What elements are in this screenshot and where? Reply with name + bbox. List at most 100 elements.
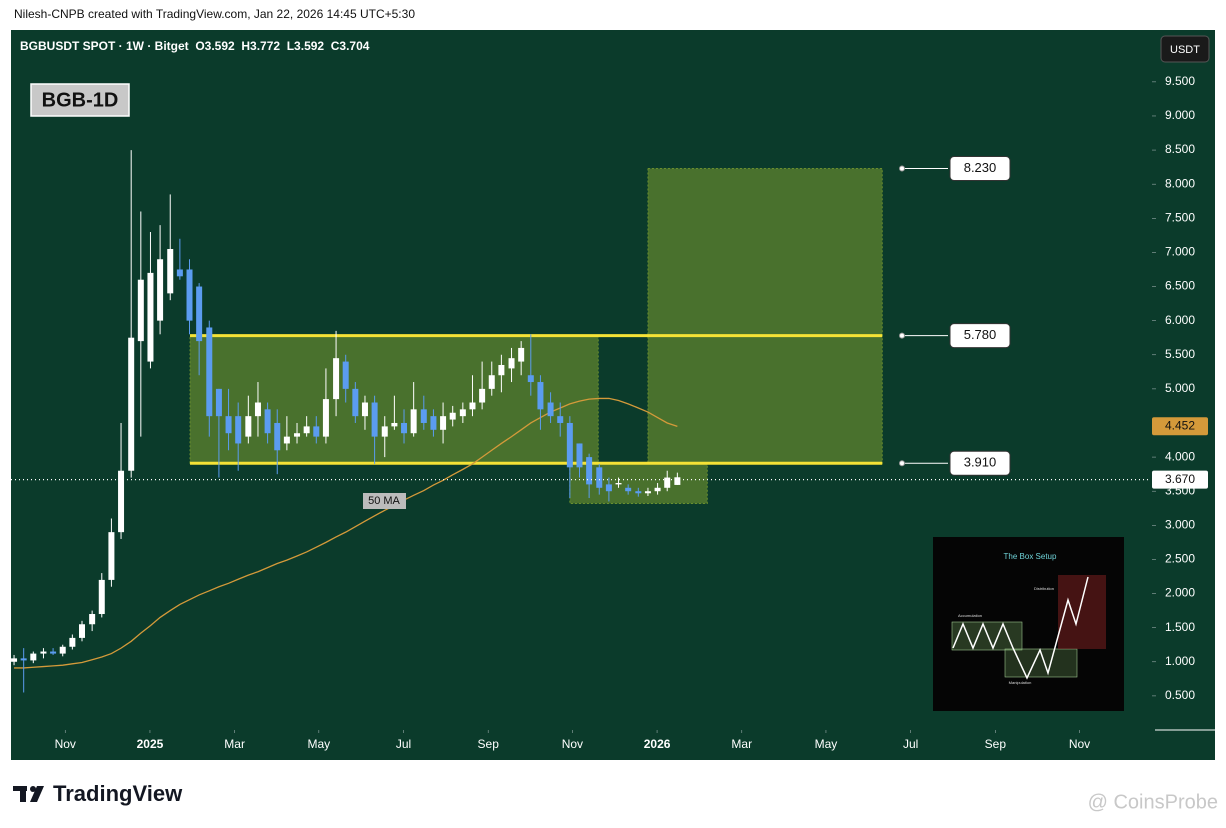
inset-title: The Box Setup [1004, 552, 1057, 561]
candle-body [518, 347, 525, 362]
logo-shape [20, 786, 26, 802]
candle-body [215, 388, 222, 417]
candle-body [69, 637, 76, 647]
candle-body [20, 658, 27, 661]
footer-logo-icon [13, 786, 44, 802]
level-label-box [949, 323, 1011, 349]
inset: The Box Setup Accumulation Manipulation … [933, 537, 1124, 711]
candle-body [605, 484, 612, 492]
x-tick-label: Mar [224, 737, 245, 751]
candle-body [137, 279, 144, 342]
footer-logo: TradingView [53, 781, 183, 806]
candle-body [596, 467, 603, 488]
candle-body [333, 358, 340, 400]
y-tick-label: 6.000 [1165, 313, 1195, 327]
candle-body [469, 402, 476, 410]
y-tick-label: 8.000 [1165, 176, 1195, 190]
candle-body [361, 402, 368, 417]
currency[interactable]: USDT [1170, 44, 1200, 56]
candle-body [508, 358, 515, 369]
candle-body [225, 416, 232, 434]
candle-body [303, 426, 310, 434]
y-tick-label: 7.500 [1165, 210, 1195, 224]
y-tick-label: 7.000 [1165, 245, 1195, 259]
y-tick-label: 9.000 [1165, 108, 1195, 122]
candle-body [206, 327, 213, 417]
badge-box [30, 83, 130, 117]
y-tick-label: 1.000 [1165, 654, 1195, 668]
candle-body [674, 477, 681, 485]
y-tick-label: 2.000 [1165, 586, 1195, 600]
candle-body [235, 416, 242, 444]
candle-body [59, 646, 66, 654]
candle-body [527, 375, 534, 383]
candle-body [576, 443, 583, 468]
y-tick-label: 3.000 [1165, 517, 1195, 531]
candle-body [176, 269, 183, 277]
candle-body [401, 422, 408, 434]
attribution: Nilesh-CNPB created with TradingView.com… [14, 7, 415, 21]
ma-price-box [1152, 417, 1208, 436]
zone-box [569, 462, 708, 504]
candle-body [98, 579, 105, 615]
candle-body [566, 422, 573, 468]
level-label: 5.780 [964, 327, 997, 342]
candle-body [11, 658, 18, 662]
candle-body [654, 487, 661, 492]
x-tick-label: May [815, 737, 838, 751]
badge: BGB-1D [42, 89, 119, 111]
plot: 0.5001.0001.5002.0002.5003.0003.5004.000… [11, 74, 1208, 751]
candle-body [118, 470, 125, 533]
candle-body [498, 364, 505, 376]
candle-body [459, 409, 466, 417]
ma-price-label: 4.452 [1165, 418, 1195, 432]
candle-body [635, 491, 642, 494]
y-tick-label: 2.500 [1165, 552, 1195, 566]
candle-body [479, 388, 486, 403]
candle-body [157, 259, 164, 321]
candle-body [89, 614, 96, 625]
candle-body [547, 402, 554, 417]
candle-body [167, 249, 174, 294]
candle-body [644, 491, 651, 494]
y-tick-label: 0.500 [1165, 688, 1195, 702]
candle-body [40, 651, 47, 654]
candle-body [615, 483, 622, 485]
ma-tag-box [363, 493, 406, 509]
x-tick-label: Nov [1069, 737, 1090, 751]
candle-body [410, 409, 417, 434]
candle-body [108, 532, 115, 580]
candle-body [625, 487, 632, 492]
candle-body [430, 416, 437, 430]
y-tick-label: 8.500 [1165, 142, 1195, 156]
y-tick-label: 4.000 [1165, 449, 1195, 463]
candle-body [283, 436, 290, 444]
y-tick-label: 5.000 [1165, 381, 1195, 395]
candle-body [186, 269, 193, 321]
candle-body [274, 422, 281, 451]
level-dot [899, 165, 905, 172]
x-tick-label: Jul [396, 737, 411, 751]
y-tick-label: 1.500 [1165, 620, 1195, 634]
candle-body [586, 457, 593, 485]
level-label: 8.230 [964, 160, 997, 175]
candle-body [381, 426, 388, 437]
inset-label: Accumulation [958, 613, 982, 618]
logo-shape [30, 786, 44, 802]
last-price-label: 3.670 [1165, 472, 1195, 486]
candle-body [245, 416, 252, 437]
candle-body [488, 375, 495, 389]
currency-button[interactable] [1160, 35, 1210, 63]
x-tick-label: Nov [562, 737, 583, 751]
candle-body [254, 402, 261, 417]
x-tick-label: 2026 [644, 737, 671, 751]
moving-average [14, 397, 678, 669]
candle-body [128, 337, 135, 471]
x-tick-label: Mar [731, 737, 752, 751]
x-tick-label: Sep [985, 737, 1007, 751]
y-tick-label: 6.500 [1165, 279, 1195, 293]
candle-body [440, 416, 447, 430]
level-dot [899, 460, 905, 467]
ma-tag: 50 MA [368, 495, 400, 507]
x-tick-label: Sep [478, 737, 500, 751]
